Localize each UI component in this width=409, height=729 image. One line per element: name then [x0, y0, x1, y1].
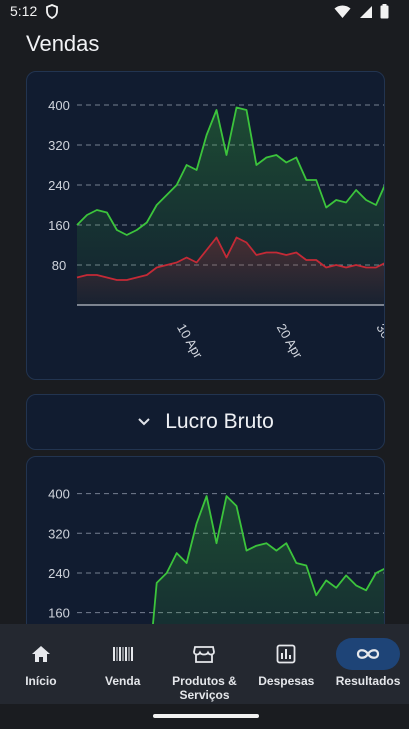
nav-label: Resultados — [336, 674, 401, 688]
bar-chart-icon — [276, 644, 296, 664]
nav-produtos-servicos[interactable]: Produtos & Serviços — [164, 624, 246, 704]
bottom-navigation: Início Venda Produtos & Serviços — [0, 624, 409, 704]
x-tick-label: 20 Apr — [274, 321, 306, 362]
lucro-chart-card: 160 240 320 400 — [26, 456, 385, 624]
x-tick-label: 10 Apr — [174, 321, 206, 362]
barcode-icon — [112, 646, 134, 662]
results-content[interactable]: Vendas 80 160 240 320 400 10 Apr 20 Apr 30 Apr … — [0, 24, 409, 624]
shield-icon — [46, 4, 58, 19]
signal-icon — [359, 5, 373, 19]
y-tick-label: 160 — [48, 606, 70, 621]
y-tick-label: 240 — [48, 178, 70, 193]
x-tick-label: 30 Apr — [373, 321, 385, 362]
nav-resultados[interactable]: Resultados — [327, 624, 409, 704]
nav-venda[interactable]: Venda — [82, 624, 164, 704]
nav-label: Início — [25, 674, 56, 688]
nav-label: Despesas — [258, 674, 314, 688]
store-icon — [193, 644, 215, 664]
nav-label: Produtos & Serviços — [172, 674, 237, 702]
nav-label: Venda — [105, 674, 140, 688]
chevron-down-icon — [137, 417, 151, 427]
lucro-chart: 160 240 320 400 — [27, 457, 385, 624]
vendas-chart-card: 80 160 240 320 400 10 Apr 20 Apr 30 Apr — [26, 71, 385, 380]
nav-inicio[interactable]: Início — [0, 624, 82, 704]
y-tick-label: 320 — [48, 138, 70, 153]
status-bar: 5:12 — [0, 0, 409, 24]
infinity-icon — [355, 647, 381, 661]
series-area — [77, 496, 385, 624]
status-time: 5:12 — [10, 3, 37, 19]
battery-icon — [380, 4, 389, 19]
home-gesture-handle[interactable] — [153, 714, 259, 718]
y-tick-label: 400 — [48, 98, 70, 113]
wifi-icon — [334, 5, 351, 19]
lucro-bruto-toggle[interactable]: Lucro Bruto — [26, 394, 385, 450]
y-tick-label: 80 — [52, 258, 66, 273]
nav-despesas[interactable]: Despesas — [245, 624, 327, 704]
y-tick-label: 400 — [48, 487, 70, 502]
y-tick-label: 160 — [48, 218, 70, 233]
home-icon — [30, 644, 52, 664]
vendas-title: Vendas — [26, 31, 99, 57]
y-tick-label: 320 — [48, 526, 70, 541]
vendas-chart: 80 160 240 320 400 10 Apr 20 Apr 30 Apr — [27, 72, 385, 380]
gesture-bar — [0, 704, 409, 729]
lucro-bruto-title: Lucro Bruto — [165, 410, 274, 434]
y-tick-label: 240 — [48, 566, 70, 581]
